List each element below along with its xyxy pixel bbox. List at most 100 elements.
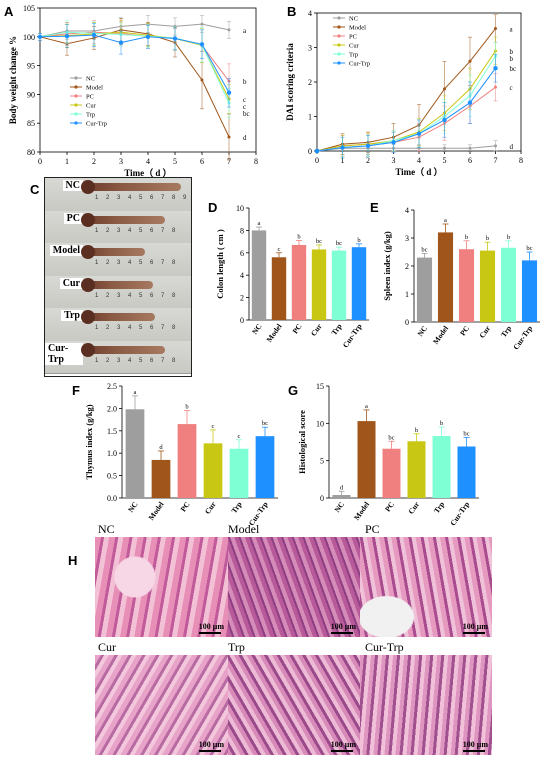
x-tick-label: 2 — [92, 157, 96, 166]
significance-letter: c — [238, 433, 241, 440]
x-tick-label: NC — [416, 324, 430, 338]
colon-tissue — [83, 215, 165, 224]
y-tick-label: 2 — [240, 294, 244, 303]
series-line — [39, 29, 230, 138]
y-tick-label: 0 — [320, 494, 324, 503]
panel-letter-f: F — [72, 383, 80, 398]
ruler-number: 3 — [117, 195, 121, 201]
scale-bar-label: 100 μm — [330, 622, 356, 631]
ruler-number: 5 — [139, 227, 143, 234]
ruler-number: 1 — [95, 260, 99, 266]
ruler-number: 1 — [95, 292, 99, 299]
legend-marker — [74, 94, 78, 98]
colon-tissue — [83, 345, 165, 354]
x-tick-label: 3 — [392, 156, 396, 165]
y-tick-label: 2.0 — [107, 404, 117, 413]
x-tick-label: Model — [431, 324, 450, 346]
ruler-number: 6 — [150, 227, 154, 234]
bar-model — [357, 421, 376, 498]
legend-label: PC — [86, 94, 94, 101]
significance-letter: d — [340, 484, 344, 491]
colon-row: Trp 1 2 3 4 5 6 7 8 — [45, 308, 191, 342]
significance-letter: a — [510, 26, 514, 34]
data-point — [340, 145, 345, 150]
x-tick-label: PC — [179, 500, 192, 513]
significance-letter: a — [243, 27, 247, 35]
scale-bar-line — [462, 632, 485, 634]
bar-nc — [332, 495, 351, 498]
ruler-number: 3 — [117, 325, 121, 331]
legend-label: NC — [86, 76, 95, 83]
x-tick-label: PC — [291, 322, 304, 335]
significance-letter: bc — [316, 238, 322, 245]
ruler-number: 4 — [128, 325, 132, 331]
x-tick-label: 6 — [200, 157, 204, 166]
ruler-number: 7 — [161, 357, 165, 364]
bar-nc — [251, 230, 267, 320]
legend-marker — [337, 43, 341, 47]
series-line — [316, 145, 496, 152]
ruler-number: 5 — [139, 260, 143, 266]
histology-image: 100 μm — [95, 537, 228, 637]
scale-bar-line — [330, 750, 353, 752]
colon-group-label: Trp — [61, 310, 83, 321]
ruler-number: 3 — [117, 357, 121, 364]
cecum — [81, 277, 95, 292]
series-line — [39, 31, 230, 100]
y-tick-label: 2.5 — [107, 382, 117, 391]
y-tick-label: 8 — [240, 226, 244, 235]
bar-cur — [479, 250, 496, 322]
data-point — [416, 131, 422, 136]
data-point — [64, 34, 70, 39]
y-tick-label: 1 — [308, 113, 312, 122]
ruler-number: 3 — [117, 227, 121, 234]
ruler-number: 4 — [128, 260, 132, 266]
colon-tissue — [83, 313, 155, 321]
panel-letter-c: C — [30, 182, 40, 197]
ruler-number: 3 — [117, 260, 121, 266]
x-tick-label: 0 — [38, 157, 42, 166]
data-point — [200, 22, 204, 26]
ruler-number: 8 — [172, 292, 176, 299]
series-cur-trp — [314, 54, 498, 159]
bar-cur-trp — [255, 436, 275, 498]
significance-letter: c — [278, 246, 281, 253]
significance-letter: b — [440, 420, 443, 427]
colon-row: Cur-Trp 1 2 3 4 5 6 7 8 — [45, 340, 191, 374]
data-point — [494, 27, 497, 31]
data-point — [391, 140, 396, 145]
ruler-number: 8 — [172, 260, 176, 266]
x-tick-label: PC — [458, 324, 471, 337]
ruler-number: 8 — [172, 325, 176, 331]
colon-tissue — [83, 280, 153, 289]
ruler-number: 8 — [172, 195, 176, 201]
y-axis-label: Colon length ( cm ) — [215, 229, 225, 299]
y-tick-label: 0.0 — [107, 494, 117, 503]
chart-body-weight: 80 85 90 95 100 105 0 1 2 3 4 5 6 7 8 Time（ d ） Body wei… — [8, 4, 258, 178]
ruler-number: 3 — [117, 292, 121, 299]
ruler-number: 7 — [161, 325, 165, 331]
colon-row: Cur 1 2 3 4 5 6 7 8 — [45, 275, 191, 309]
chart-dai-score: 0 1 2 3 4 0 1 2 3 4 5 6 7 8 Time（ d ） DAI scoring crite… — [285, 9, 523, 177]
y-axis-label: Body weight change % — [8, 36, 18, 124]
x-axis-label: Time（ d ） — [124, 168, 171, 178]
data-point — [172, 36, 178, 41]
y-tick-label: 95 — [27, 62, 35, 71]
ruler-number: 4 — [128, 227, 132, 234]
y-tick-label: 0 — [308, 147, 312, 156]
histology-image: 100 μm — [95, 655, 228, 755]
x-tick-label: Trp — [499, 324, 513, 339]
legend-marker — [74, 76, 78, 80]
y-tick-label: 105 — [23, 4, 35, 13]
scale-bar: 100 μm — [330, 622, 356, 634]
chart-thymus-index: 0.0 0.5 1.0 1.5 2.0 2.5 Thymus index (g/kg) a NC… — [84, 382, 278, 527]
y-axis-label: Spleen index (g/kg) — [382, 231, 392, 301]
data-point — [227, 28, 231, 32]
x-tick-label: Cur — [406, 499, 421, 515]
ruler-number: 7 — [161, 260, 165, 266]
bar-pc — [291, 244, 307, 320]
ruler-number: 4 — [128, 357, 132, 364]
colon-row: PC 1 2 3 4 5 6 7 8 — [45, 210, 191, 244]
ruler-number: 6 — [150, 260, 154, 266]
scale-bar-line — [330, 632, 353, 634]
